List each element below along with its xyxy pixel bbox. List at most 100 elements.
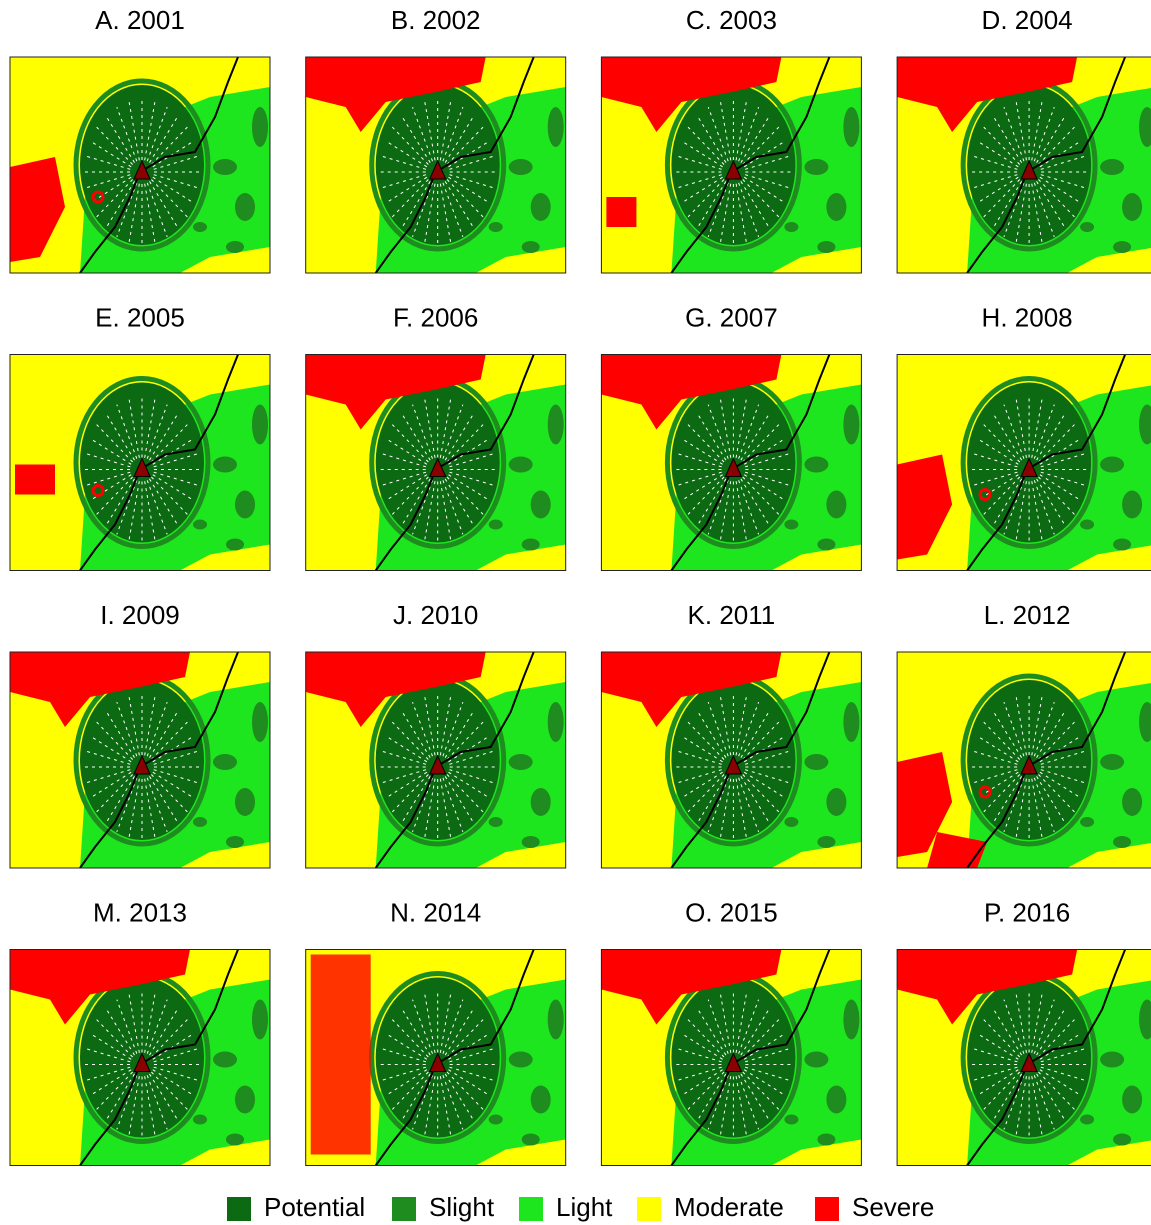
slight-patch bbox=[1080, 520, 1094, 530]
slight-patch bbox=[193, 520, 207, 530]
slight-patch bbox=[804, 1052, 828, 1068]
panel-title: B. 2002 bbox=[391, 5, 481, 35]
slight-patch bbox=[522, 1134, 540, 1146]
slight-patch bbox=[548, 1000, 564, 1040]
slight-patch bbox=[548, 702, 564, 742]
slight-patch bbox=[252, 702, 268, 742]
slight-patch bbox=[1122, 1086, 1142, 1114]
slight-patch bbox=[1113, 241, 1131, 253]
slight-patch bbox=[213, 1052, 237, 1068]
map-panel bbox=[601, 652, 861, 868]
slight-patch bbox=[1080, 222, 1094, 232]
legend-swatch bbox=[227, 1197, 251, 1221]
panel-title: J. 2010 bbox=[393, 600, 478, 630]
slight-patch bbox=[235, 193, 255, 221]
slight-patch bbox=[1100, 1052, 1124, 1068]
slight-patch bbox=[1122, 491, 1142, 519]
slight-patch bbox=[843, 702, 859, 742]
legend-label: Moderate bbox=[674, 1192, 784, 1222]
slight-patch bbox=[817, 241, 835, 253]
map-panel bbox=[306, 950, 566, 1166]
legend-swatch bbox=[637, 1197, 661, 1221]
map-panel bbox=[10, 652, 270, 868]
map-panel bbox=[10, 355, 270, 571]
slight-patch bbox=[522, 836, 540, 848]
slight-patch bbox=[509, 1052, 533, 1068]
slight-patch bbox=[235, 491, 255, 519]
slight-patch bbox=[843, 1000, 859, 1040]
panel-title: F. 2006 bbox=[393, 302, 478, 332]
slight-patch bbox=[817, 1134, 835, 1146]
slight-patch bbox=[548, 405, 564, 445]
slight-patch bbox=[843, 107, 859, 147]
panel-title: I. 2009 bbox=[100, 600, 180, 630]
map-figure: A. 2001B. 2002C. 2003D. 2004E. 2005F. 20… bbox=[0, 0, 1151, 1225]
slight-patch bbox=[817, 836, 835, 848]
slight-patch bbox=[193, 817, 207, 827]
slight-patch bbox=[817, 539, 835, 551]
slight-patch bbox=[522, 539, 540, 551]
slight-patch bbox=[489, 520, 503, 530]
slight-patch bbox=[509, 457, 533, 473]
slight-patch bbox=[213, 754, 237, 770]
map-panel bbox=[897, 950, 1151, 1166]
slight-patch bbox=[489, 817, 503, 827]
map-panel bbox=[601, 57, 861, 273]
slight-patch bbox=[1122, 193, 1142, 221]
slight-patch bbox=[226, 1134, 244, 1146]
legend-label: Potential bbox=[264, 1192, 365, 1222]
slight-patch bbox=[784, 1115, 798, 1125]
map-panel bbox=[897, 652, 1151, 868]
map-panel bbox=[306, 57, 566, 273]
severe-area bbox=[606, 197, 636, 227]
slight-patch bbox=[784, 520, 798, 530]
slight-patch bbox=[489, 1115, 503, 1125]
slight-patch bbox=[489, 222, 503, 232]
slight-patch bbox=[826, 1086, 846, 1114]
slight-patch bbox=[226, 836, 244, 848]
panel-title: M. 2013 bbox=[93, 897, 187, 927]
panel-title: L. 2012 bbox=[984, 600, 1071, 630]
legend-swatch bbox=[815, 1197, 839, 1221]
panel-title: K. 2011 bbox=[688, 600, 776, 630]
severe-area bbox=[15, 465, 55, 495]
slight-patch bbox=[252, 405, 268, 445]
slight-patch bbox=[804, 754, 828, 770]
slight-patch bbox=[509, 159, 533, 175]
map-panel bbox=[601, 950, 861, 1166]
panel-title: H. 2008 bbox=[982, 302, 1073, 332]
slight-patch bbox=[1100, 457, 1124, 473]
legend-label: Severe bbox=[852, 1192, 934, 1222]
slight-patch bbox=[531, 491, 551, 519]
slight-patch bbox=[235, 1086, 255, 1114]
map-panel bbox=[601, 355, 861, 571]
map-panel bbox=[10, 950, 270, 1166]
slight-patch bbox=[548, 107, 564, 147]
slight-patch bbox=[1080, 817, 1094, 827]
legend-swatch bbox=[519, 1197, 543, 1221]
slight-patch bbox=[235, 788, 255, 816]
legend-label: Slight bbox=[429, 1192, 495, 1222]
slight-patch bbox=[213, 159, 237, 175]
slight-patch bbox=[784, 817, 798, 827]
map-panel bbox=[306, 355, 566, 571]
slight-patch bbox=[226, 241, 244, 253]
slight-patch bbox=[252, 1000, 268, 1040]
slight-patch bbox=[1122, 788, 1142, 816]
map-panel bbox=[897, 355, 1151, 571]
slight-patch bbox=[531, 193, 551, 221]
slight-patch bbox=[1113, 539, 1131, 551]
panel-title: N. 2014 bbox=[390, 897, 481, 927]
slight-patch bbox=[826, 491, 846, 519]
slight-patch bbox=[843, 405, 859, 445]
slight-patch bbox=[531, 788, 551, 816]
severe-area bbox=[311, 955, 371, 1155]
slight-patch bbox=[226, 539, 244, 551]
panel-title: D. 2004 bbox=[982, 5, 1073, 35]
panel-title: P. 2016 bbox=[984, 897, 1070, 927]
slight-patch bbox=[1100, 159, 1124, 175]
panel-title: E. 2005 bbox=[95, 302, 185, 332]
slight-patch bbox=[1080, 1115, 1094, 1125]
slight-patch bbox=[193, 222, 207, 232]
slight-patch bbox=[531, 1086, 551, 1114]
